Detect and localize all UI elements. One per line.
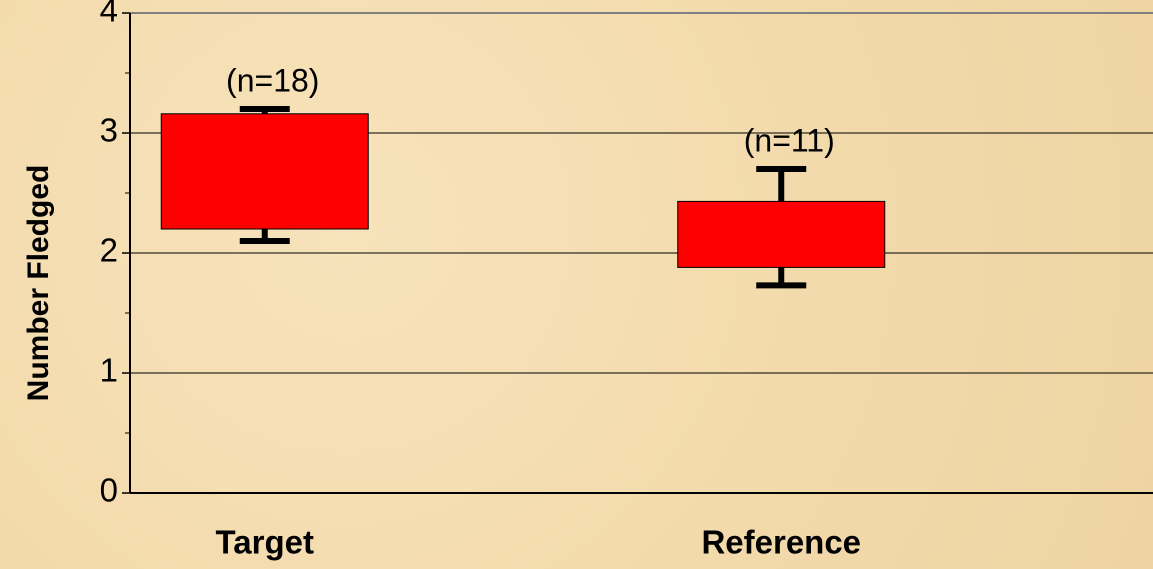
annotation: (n=11)	[744, 122, 835, 158]
y-axis-label: Number Fledged	[22, 165, 55, 402]
x-tick-label: Reference	[701, 524, 861, 561]
annotation: (n=18)	[226, 62, 319, 98]
y-tick-label: 2	[100, 232, 118, 269]
y-tick-label: 4	[100, 0, 118, 29]
y-tick-label: 1	[100, 352, 118, 389]
box	[677, 200, 886, 268]
y-tick-label: 3	[100, 112, 118, 149]
y-tick-label: 0	[100, 472, 118, 509]
x-tick-label: Target	[216, 524, 314, 561]
box	[160, 113, 369, 230]
